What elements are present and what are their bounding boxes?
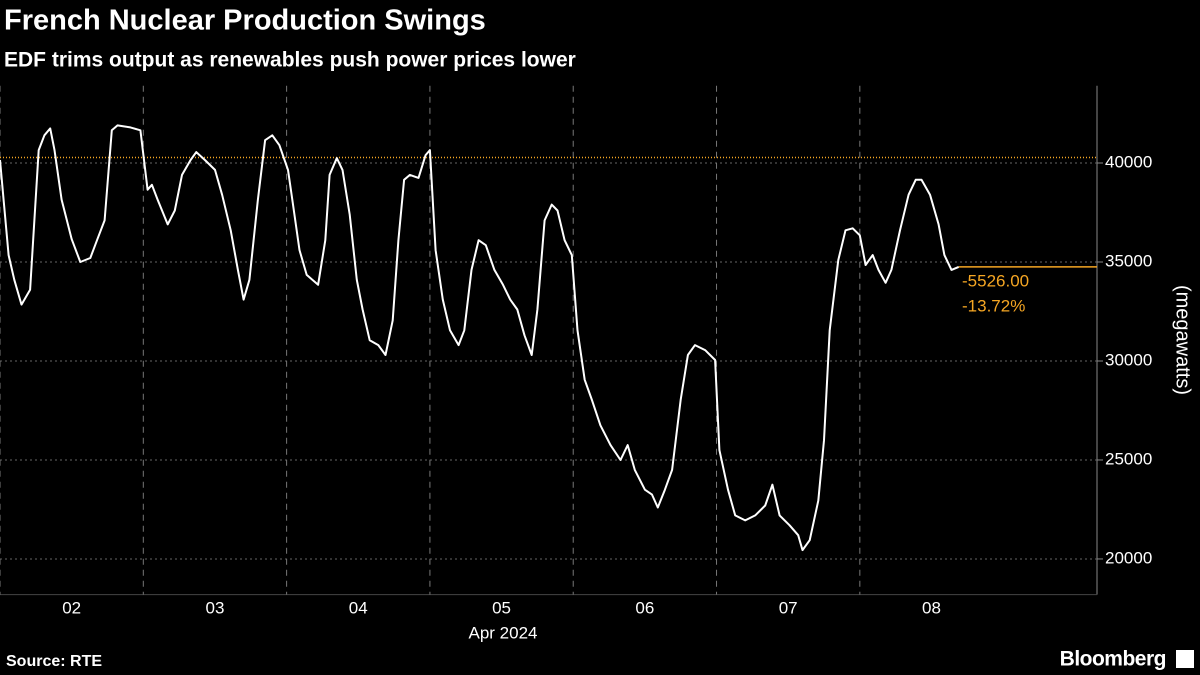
line xyxy=(0,124,960,552)
x-tick-label: 07 xyxy=(779,598,798,617)
x-tick-label: 05 xyxy=(492,598,511,617)
source: Source: RTE xyxy=(6,653,102,670)
brand: Bloomberg xyxy=(1060,648,1166,671)
y-axis-label: (megawatts) xyxy=(1172,285,1194,395)
brand-icon xyxy=(1176,650,1194,668)
x-tick-label: 04 xyxy=(349,598,368,617)
x-tick-label: 02 xyxy=(62,598,81,617)
annotation: -13.72% xyxy=(962,296,1025,315)
annotation: -5526.00 xyxy=(962,271,1029,290)
x-period-label: Apr 2024 xyxy=(469,623,538,642)
y-tick-label: 25000 xyxy=(1105,449,1152,468)
x-tick-label: 06 xyxy=(635,598,654,617)
x-tick-label: 08 xyxy=(922,598,941,617)
y-tick-label: 20000 xyxy=(1105,548,1152,567)
y-tick-label: 35000 xyxy=(1105,251,1152,270)
y-tick-label: 40000 xyxy=(1105,152,1152,171)
y-tick-label: 30000 xyxy=(1105,350,1152,369)
chart-subtitle: EDF trims output as renewables push powe… xyxy=(4,49,576,72)
chart-title: French Nuclear Production Swings xyxy=(4,5,486,37)
x-tick-label: 03 xyxy=(205,598,224,617)
